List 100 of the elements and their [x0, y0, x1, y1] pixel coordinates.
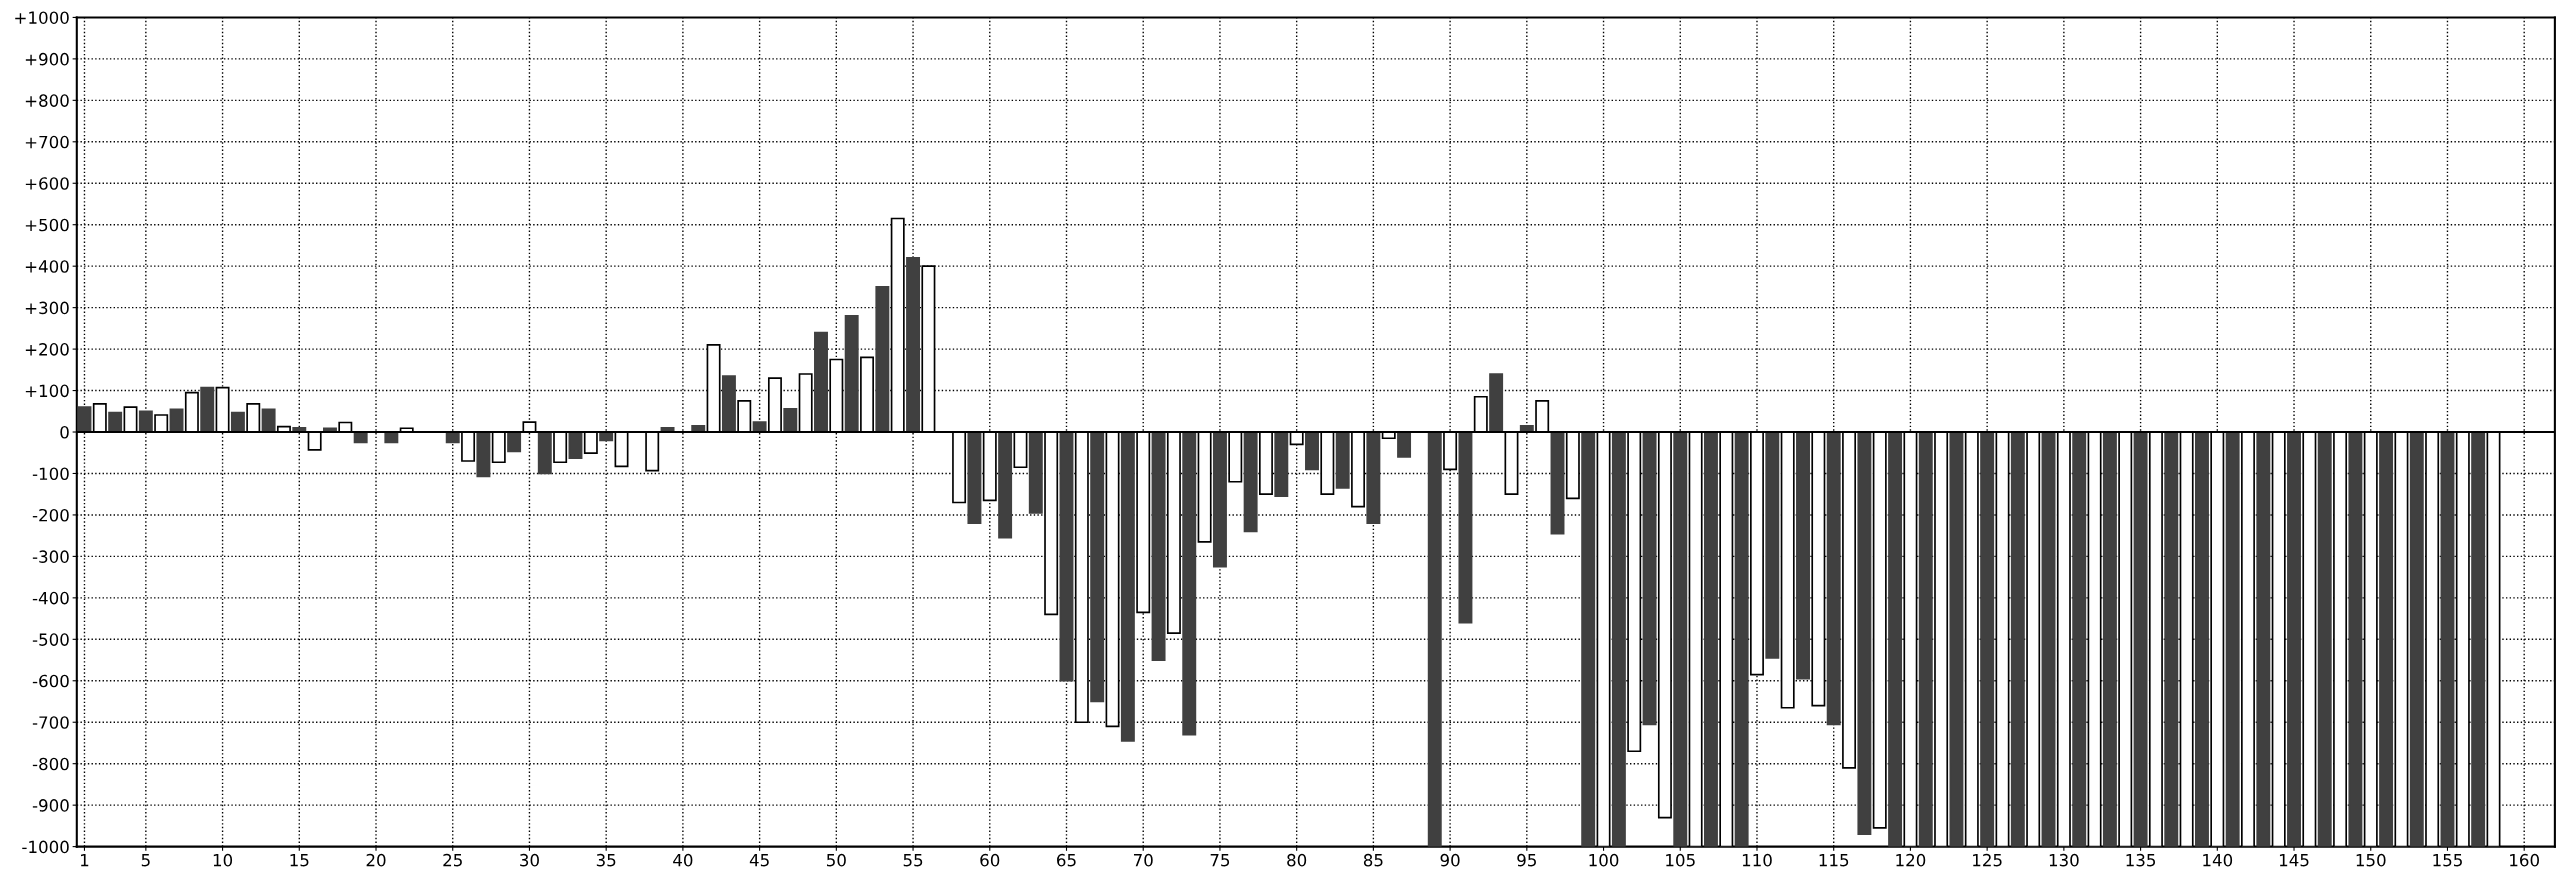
x-tick-label: 50	[827, 853, 846, 867]
y-tick-label: -1000	[22, 840, 69, 854]
y-tick-label: -100	[32, 467, 69, 481]
bar	[1857, 431, 1872, 836]
y-tick-label: 0	[60, 425, 69, 439]
y-tick-label: +900	[25, 52, 69, 66]
bar	[1212, 431, 1227, 568]
x-tick-label: 15	[290, 854, 309, 867]
y-tick-label: -600	[32, 674, 69, 688]
y-tick-label: +800	[25, 94, 69, 107]
x-tick-label: 85	[1363, 853, 1383, 867]
bar	[1949, 431, 1964, 847]
x-tick-label: 125	[1973, 853, 2002, 867]
y-tick-label: +700	[25, 135, 69, 149]
x-tick-label: 65	[1057, 853, 1076, 867]
x-tick-label: 1	[81, 854, 89, 867]
bar	[1550, 431, 1565, 535]
bar	[2010, 431, 2025, 847]
bar	[2317, 431, 2332, 847]
y-tick-label: +1000	[15, 11, 69, 24]
bar	[1090, 431, 1105, 703]
x-tick-label: 150	[2356, 853, 2386, 867]
x-tick-label: 90	[1440, 853, 1460, 867]
bar	[1427, 431, 1442, 847]
bar	[1028, 431, 1043, 514]
x-tick-label: 40	[673, 853, 693, 867]
y-tick-label: +200	[25, 343, 69, 356]
bar	[2471, 431, 2486, 847]
bar	[1366, 431, 1381, 525]
y-tick-label: -700	[32, 716, 69, 729]
bar	[200, 386, 215, 433]
x-tick-label: 110	[1742, 853, 1772, 867]
bar	[2133, 431, 2148, 847]
x-tick-label: 10	[213, 853, 233, 867]
bar	[230, 411, 245, 433]
bar	[1611, 431, 1626, 847]
bar	[998, 431, 1013, 539]
bar	[507, 431, 522, 453]
bar	[1305, 431, 1319, 471]
bar	[1151, 431, 1166, 661]
y-tick-label: -800	[32, 757, 69, 771]
bar	[1120, 431, 1135, 742]
bar	[1642, 431, 1657, 726]
bar	[875, 286, 890, 433]
x-tick-label: 55	[903, 854, 923, 867]
bar	[2102, 431, 2117, 847]
bar	[2348, 431, 2363, 847]
bar	[2072, 431, 2087, 847]
x-tick-label: 100	[1589, 853, 1619, 867]
bar	[1335, 431, 1350, 489]
x-tick-label: 75	[1210, 854, 1230, 867]
bar	[2440, 431, 2455, 847]
y-tick-label: -300	[32, 550, 69, 563]
bar	[138, 410, 153, 433]
x-tick-label: 160	[2510, 853, 2539, 867]
bar	[2194, 431, 2209, 847]
bar	[906, 257, 921, 433]
y-tick-label: -500	[32, 633, 69, 646]
bar	[2287, 431, 2302, 847]
bar	[1489, 373, 1504, 433]
bar	[1059, 431, 1074, 682]
x-tick-label: 155	[2433, 854, 2462, 867]
bar	[1703, 431, 1718, 847]
y-tick-label: -400	[32, 591, 69, 605]
bar	[476, 431, 491, 478]
bar	[2041, 431, 2056, 847]
bar	[1182, 431, 1197, 736]
bar	[2225, 431, 2240, 847]
bar	[2256, 431, 2271, 847]
x-tick-label: 60	[980, 853, 1000, 867]
x-tick-label: 45	[749, 854, 769, 867]
bar	[1274, 431, 1289, 498]
bar	[108, 411, 123, 433]
bar	[1980, 431, 1995, 847]
y-tick-label: +600	[25, 177, 69, 190]
y-tick-label: +300	[25, 301, 69, 315]
bar	[1243, 431, 1258, 533]
bar	[2379, 431, 2394, 847]
x-tick-label: 145	[2279, 854, 2309, 867]
x-tick-label: 35	[596, 853, 616, 867]
bar	[1734, 431, 1749, 847]
x-tick-label: 30	[520, 853, 539, 867]
bar	[721, 375, 736, 433]
bar	[844, 315, 859, 433]
x-tick-label: 120	[1896, 853, 1926, 867]
x-tick-label: 70	[1133, 853, 1153, 867]
y-tick-label: +100	[25, 384, 69, 398]
bar	[1397, 431, 1412, 458]
x-tick-label: 95	[1517, 853, 1536, 867]
x-tick-label: 80	[1287, 853, 1307, 867]
x-tick-label: 135	[2126, 853, 2156, 867]
bar	[261, 408, 276, 433]
bar	[169, 408, 184, 433]
bar	[1796, 431, 1810, 680]
bar	[2409, 431, 2424, 847]
x-tick-label: 20	[366, 853, 386, 867]
y-tick-label: -200	[32, 508, 69, 522]
y-tick-label: +400	[25, 260, 69, 273]
bar	[1673, 431, 1688, 847]
bar	[967, 431, 982, 525]
